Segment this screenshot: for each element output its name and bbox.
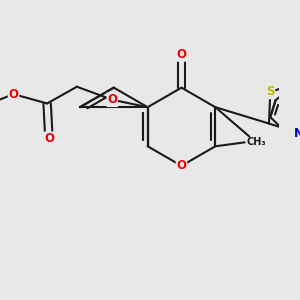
Text: S: S <box>266 85 275 98</box>
Text: O: O <box>9 88 19 101</box>
Text: N: N <box>294 127 300 140</box>
Text: O: O <box>44 132 54 145</box>
Text: O: O <box>107 93 117 106</box>
Text: CH₃: CH₃ <box>247 137 266 147</box>
Text: O: O <box>176 48 187 61</box>
Text: O: O <box>176 159 187 172</box>
